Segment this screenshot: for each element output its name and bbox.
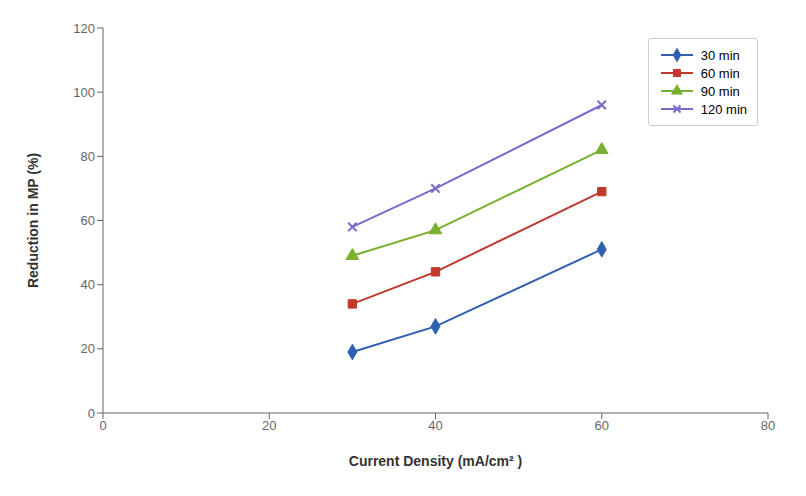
svg-text:80: 80 [761,418,775,433]
html-text:90 min: 90 min [700,83,740,99]
svg-text:0: 0 [99,418,106,433]
svg-text:60: 60 [81,213,95,228]
svg-text:Current Density (mA/cm² ): Current Density (mA/cm² ) [349,453,522,469]
svg-text:60: 60 [595,418,609,433]
html-text:120 min: 120 min [700,101,747,117]
svg-text:120: 120 [73,21,95,36]
svg-text:40: 40 [81,277,95,292]
svg-text:100: 100 [73,85,95,100]
svg-text:Reduction in MP (%): Reduction in MP (%) [25,153,41,288]
html-text:30 min: 30 min [700,47,740,63]
svg-text:20: 20 [262,418,276,433]
svg-text:0: 0 [88,406,95,421]
html-text:60 min: 60 min [700,65,740,81]
svg-text:20: 20 [81,341,95,356]
svg-text:80: 80 [81,149,95,164]
svg-text:40: 40 [428,418,442,433]
